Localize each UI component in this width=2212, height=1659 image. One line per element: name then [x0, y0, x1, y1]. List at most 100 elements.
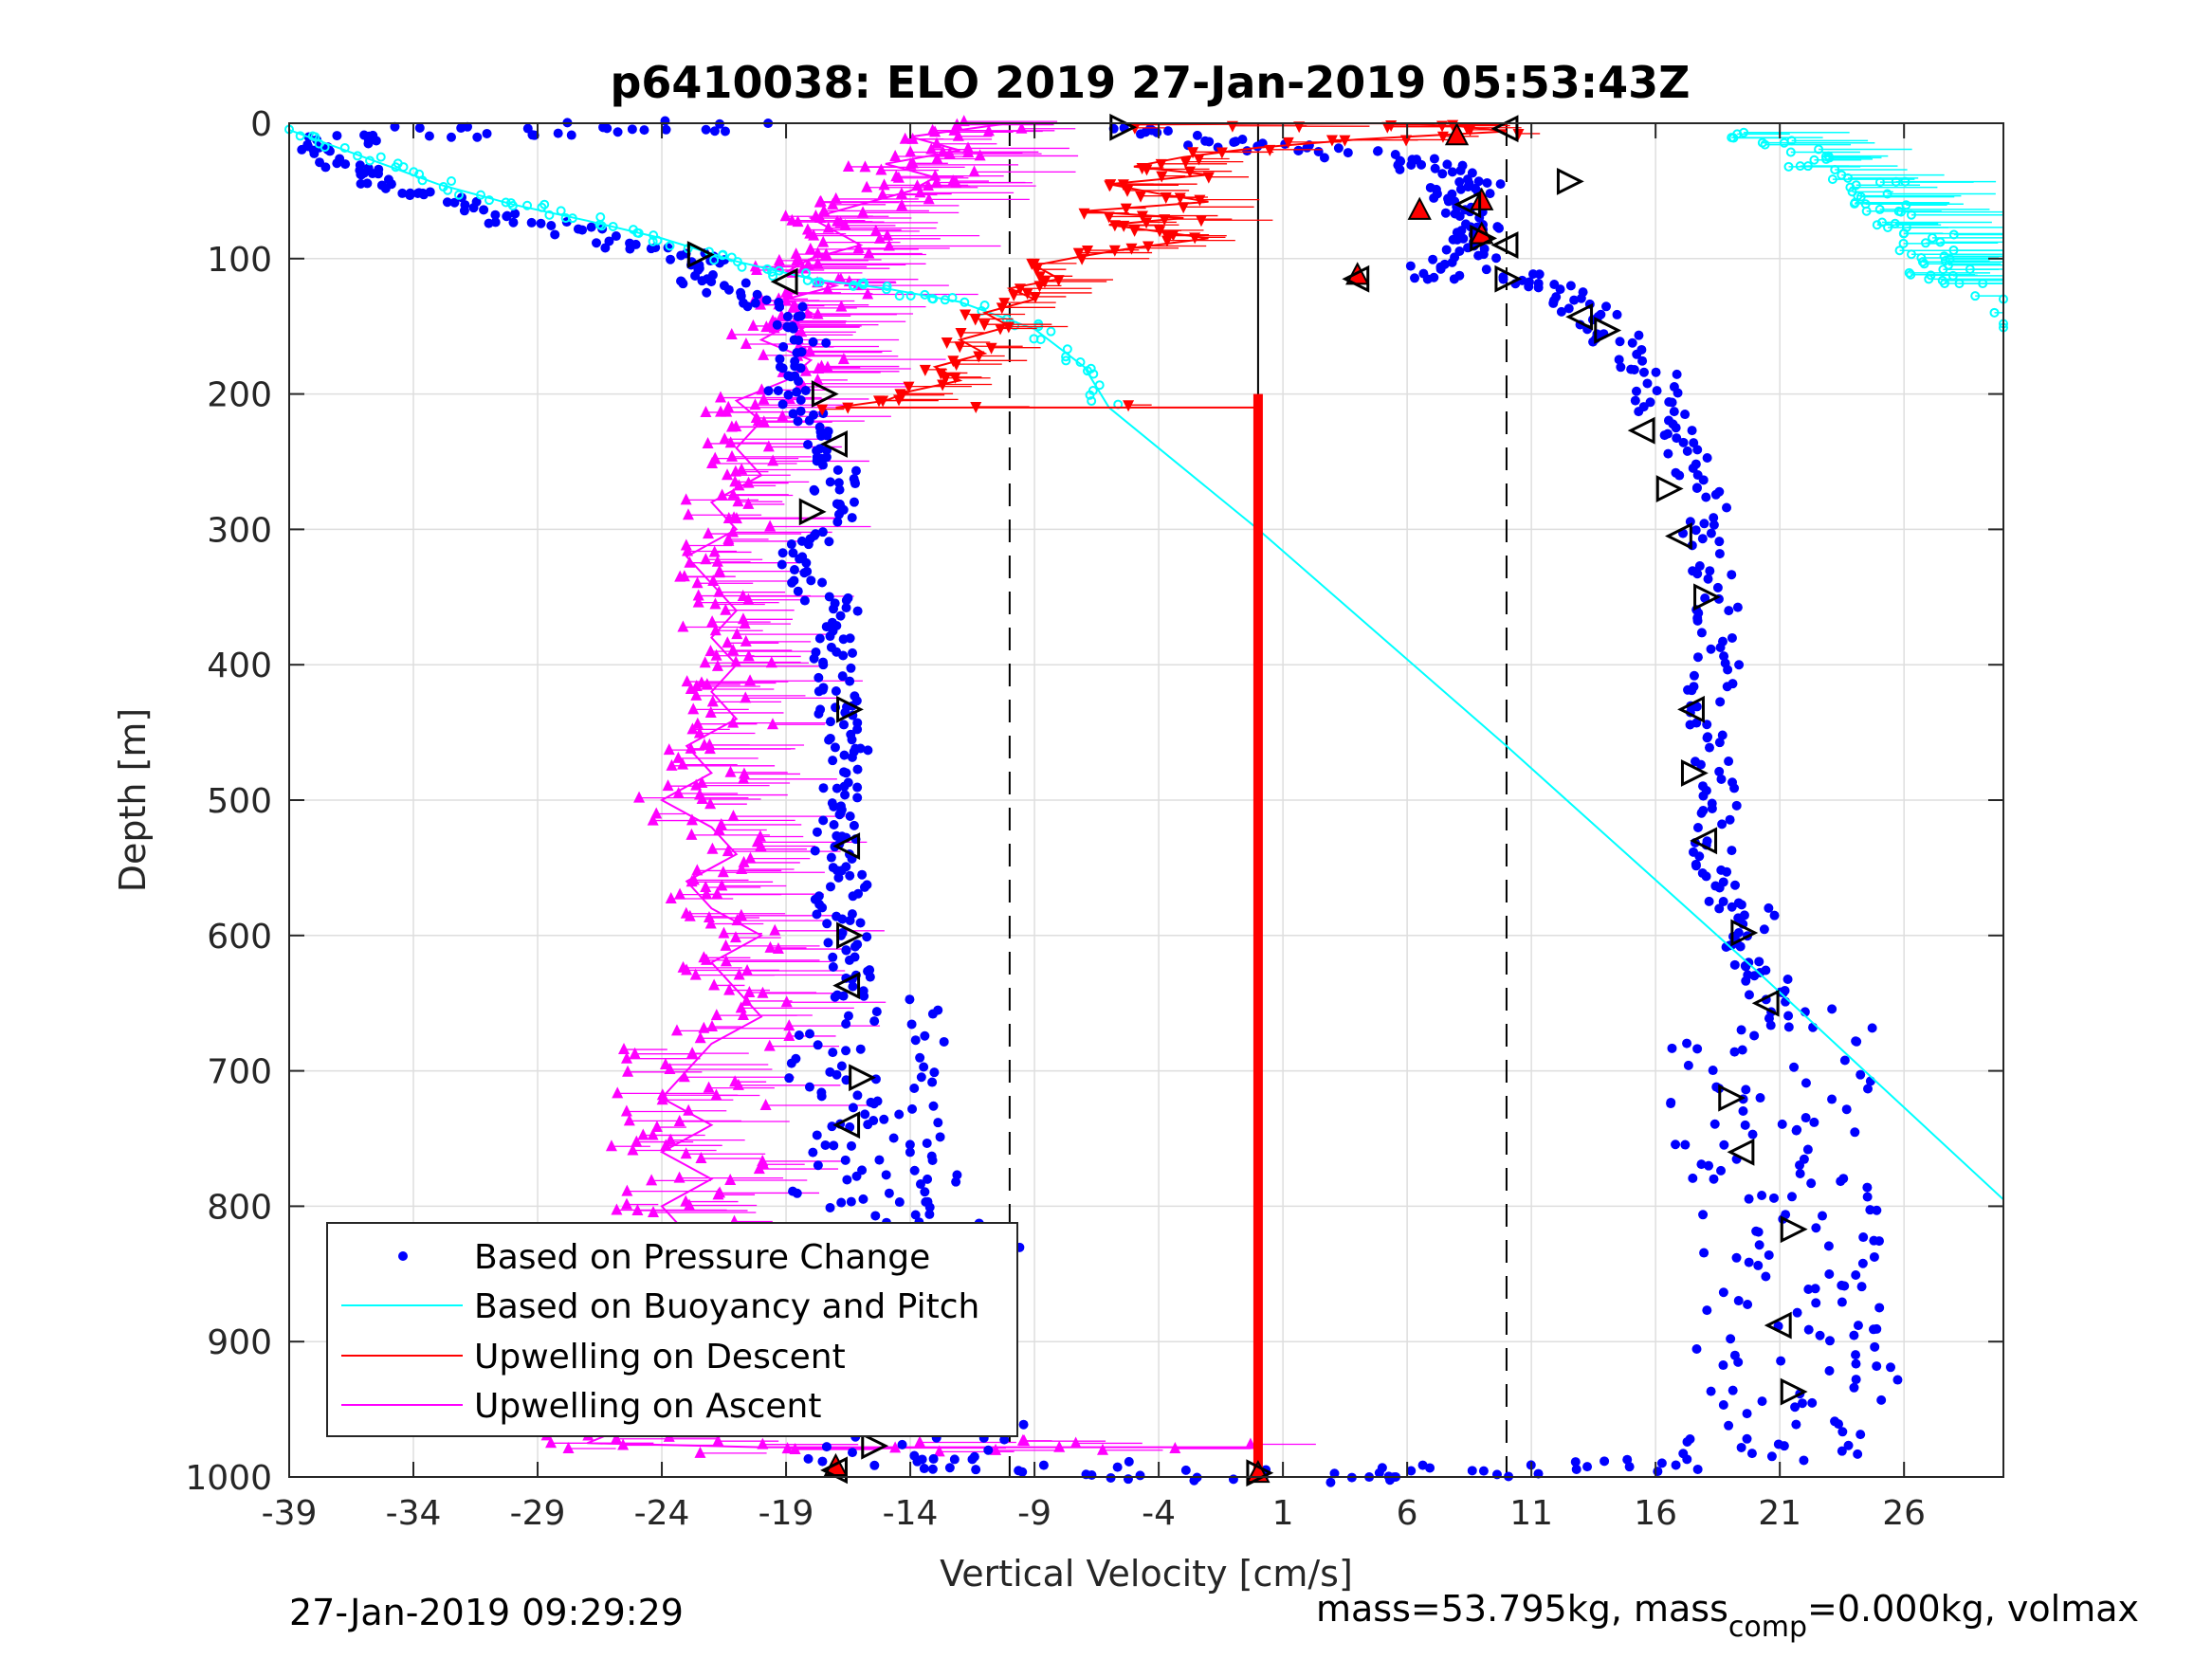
- pressure-velocity-point: [1704, 896, 1714, 906]
- pressure-velocity-point: [905, 1147, 915, 1158]
- pressure-velocity-point: [848, 647, 858, 658]
- pressure-velocity-point: [812, 1130, 822, 1140]
- descent-upwelling-point: [1193, 154, 1205, 166]
- ascent-upwelling-point: [727, 716, 740, 728]
- descent-upwelling-point: [1167, 229, 1179, 242]
- pressure-velocity-point: [869, 1016, 880, 1027]
- buoyancy-velocity-point: [1904, 267, 1914, 278]
- pressure-velocity-point: [1789, 1062, 1800, 1072]
- ascent-upwelling-point: [683, 1103, 695, 1116]
- ascent-upwelling-point: [689, 968, 702, 980]
- pressure-velocity-point: [813, 1160, 823, 1171]
- pressure-velocity-point: [666, 254, 676, 264]
- pressure-velocity-point: [1870, 1341, 1880, 1352]
- ascent-upwelling-point: [618, 1043, 631, 1055]
- pressure-velocity-point: [1428, 254, 1438, 264]
- pressure-velocity-point: [566, 130, 576, 140]
- ascent-upwelling-point: [812, 362, 824, 374]
- ascent-upwelling-point: [732, 495, 744, 507]
- pressure-velocity-point: [821, 337, 832, 348]
- pressure-velocity-point: [847, 1448, 857, 1458]
- pressure-velocity-point: [1707, 803, 1717, 813]
- descent-upwelling-point: [1189, 232, 1201, 245]
- pressure-velocity-point: [484, 218, 494, 228]
- descent-upwelling-point: [1400, 135, 1413, 147]
- pressure-velocity-point: [1492, 222, 1503, 232]
- open-triangle-marker: [1718, 1084, 1746, 1112]
- ascent-upwelling-point: [686, 828, 698, 840]
- pressure-velocity-point: [1715, 697, 1726, 707]
- pressure-velocity-point: [1824, 1365, 1835, 1376]
- pressure-velocity-point: [1764, 902, 1774, 913]
- pressure-velocity-point: [939, 1036, 949, 1047]
- pressure-velocity-point: [836, 1061, 847, 1071]
- buoyancy-velocity-point: [1898, 238, 1909, 248]
- pressure-velocity-point: [827, 1121, 837, 1132]
- pressure-velocity-point: [526, 217, 537, 228]
- descent-upwelling-point: [1141, 217, 1153, 229]
- x-tick-label: 6: [1397, 1494, 1418, 1533]
- ascent-upwelling-point: [753, 1162, 765, 1175]
- pressure-velocity-point: [826, 882, 836, 892]
- descent-upwelling-point: [954, 341, 966, 354]
- pressure-velocity-point: [1688, 1173, 1698, 1183]
- ascent-upwelling-point: [1016, 1433, 1029, 1446]
- ascent-upwelling-point: [662, 779, 674, 792]
- pressure-velocity-point: [1749, 971, 1760, 981]
- pressure-velocity-point: [1815, 1330, 1825, 1340]
- pressure-velocity-point: [1892, 1375, 1903, 1385]
- ascent-upwelling-point: [711, 887, 723, 900]
- pressure-velocity-point: [1768, 1193, 1779, 1203]
- ascent-upwelling-point: [837, 353, 850, 365]
- ascent-upwelling-point: [648, 1206, 660, 1218]
- ascent-upwelling-point: [717, 866, 729, 878]
- descent-upwelling-point: [1038, 276, 1051, 288]
- pressure-velocity-point: [1698, 1210, 1709, 1220]
- pressure-velocity-point: [1699, 1248, 1709, 1258]
- ascent-upwelling-point: [731, 628, 743, 640]
- pressure-velocity-point: [1836, 1176, 1846, 1187]
- buoyancy-velocity-point: [633, 228, 644, 238]
- pressure-velocity-point: [1570, 1457, 1581, 1468]
- pressure-velocity-point: [1449, 274, 1459, 284]
- buoyancy-velocity-point: [665, 241, 675, 251]
- pressure-velocity-point: [1204, 137, 1215, 147]
- pressure-velocity-point: [1652, 386, 1662, 396]
- ascent-upwelling-point: [896, 198, 908, 210]
- pressure-velocity-point: [363, 163, 374, 173]
- pressure-velocity-point: [865, 965, 875, 975]
- pressure-velocity-point: [927, 1077, 938, 1087]
- buoyancy-velocity-point: [737, 262, 747, 272]
- ascent-upwelling-point: [685, 682, 697, 694]
- pressure-velocity-point: [1683, 1060, 1693, 1070]
- pressure-velocity-point: [1663, 448, 1673, 459]
- pressure-velocity-point: [1696, 628, 1707, 638]
- pressure-velocity-point: [1524, 282, 1534, 292]
- pressure-velocity-point: [797, 552, 808, 562]
- ascent-upwelling-point: [712, 1434, 724, 1447]
- buoyancy-velocity-point: [858, 280, 868, 290]
- ascent-upwelling-point: [620, 1104, 632, 1117]
- ascent-upwelling-point: [712, 1188, 724, 1200]
- pressure-velocity-point: [1663, 415, 1673, 426]
- pressure-velocity-point: [1447, 257, 1457, 267]
- pressure-velocity-point: [971, 1465, 981, 1475]
- pressure-velocity-point: [1869, 1251, 1879, 1262]
- ascent-upwelling-point: [727, 644, 740, 656]
- pressure-velocity-point: [852, 1090, 863, 1101]
- buoyancy-velocity-point: [484, 195, 495, 206]
- pressure-velocity-point: [983, 1445, 994, 1455]
- y-tick-label: 300: [207, 511, 272, 550]
- pressure-velocity-point: [1014, 1466, 1024, 1476]
- descent-upwelling-point: [1159, 214, 1171, 227]
- ascent-upwelling-point: [747, 319, 759, 331]
- pressure-velocity-point: [857, 1165, 868, 1176]
- pressure-velocity-point: [1667, 397, 1677, 408]
- descent-upwelling-point: [960, 309, 972, 321]
- pressure-velocity-point: [818, 683, 829, 693]
- buoyancy-velocity-point: [927, 294, 938, 304]
- open-triangle-marker: [820, 1456, 848, 1485]
- pressure-velocity-point: [821, 1442, 832, 1452]
- ascent-upwelling-point: [692, 595, 704, 608]
- ascent-upwelling-point: [631, 1203, 644, 1215]
